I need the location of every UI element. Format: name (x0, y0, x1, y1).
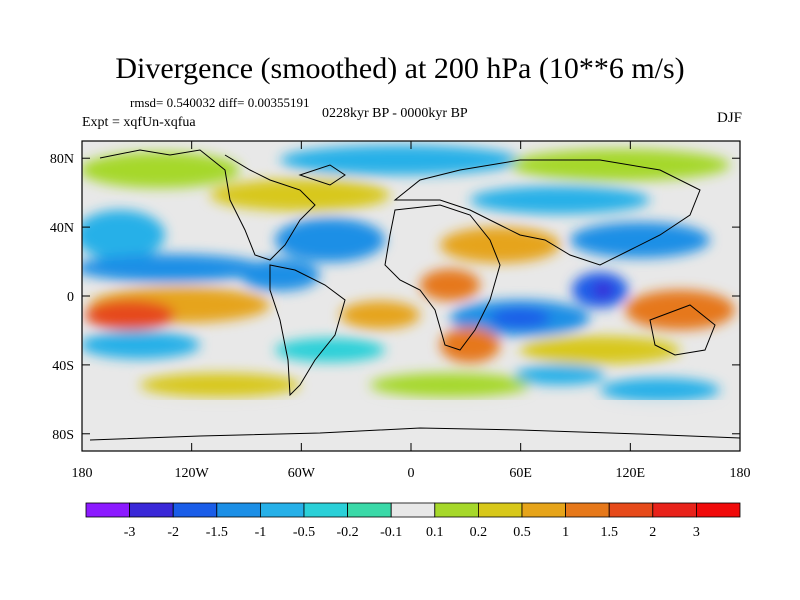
colorbar-swatch (652, 502, 697, 518)
colorbar-swatch (521, 502, 566, 518)
field-blob (593, 282, 613, 298)
y-tick-label: 80S (52, 428, 74, 443)
field-blob (82, 152, 240, 188)
field-blob (515, 365, 605, 385)
field-blob (600, 378, 720, 402)
colorbar-swatch (303, 502, 348, 518)
colorbar-swatch (172, 502, 218, 518)
map-area (81, 140, 741, 452)
divergence-field (82, 145, 740, 451)
y-tick-label: 40N (50, 221, 74, 236)
colorbar-label: -1.5 (206, 525, 228, 540)
x-tick-label: 0 (408, 466, 415, 481)
colorbar-label: 2 (649, 525, 656, 540)
colorbar-label: 0.1 (426, 525, 444, 540)
stats-label: rmsd= 0.540032 diff= 0.00355191 (130, 95, 310, 110)
x-tick-label: 60W (288, 466, 316, 481)
axes: 180 120W 60W 0 60E 120E 180 80N 40N 0 40S 80S (50, 141, 751, 481)
colorbar-label: 3 (693, 525, 700, 540)
period-label: 0228kyr BP - 0000kyr BP (322, 106, 468, 121)
chart-title: Divergence (smoothed) at 200 hPa (10**6 … (115, 52, 685, 85)
field-blob (570, 222, 710, 258)
field-blob (210, 179, 390, 211)
x-tick-label: 120W (175, 466, 210, 481)
colorbar-swatch (477, 502, 523, 518)
greenland-coast (298, 164, 346, 186)
y-tick-label: 40S (52, 359, 74, 374)
colorbar-swatch (259, 502, 305, 518)
field-blob (625, 290, 735, 330)
colorbar-label: -3 (124, 525, 136, 540)
colorbar-swatch (85, 502, 130, 518)
field-blob (440, 227, 560, 263)
experiment-label: Expt = xqfUn-xqfua (82, 115, 196, 130)
field-blob (240, 259, 320, 291)
polar-band (82, 400, 740, 451)
field-blob (280, 145, 520, 175)
colorbar-swatch (565, 502, 610, 518)
colorbar-swatch (608, 502, 654, 518)
field-blob (370, 373, 530, 397)
x-tick-label: 120E (616, 466, 646, 481)
colorbar-swatch (390, 502, 436, 518)
colorbar-label: -0.2 (337, 525, 359, 540)
y-tick-label: 0 (67, 290, 74, 305)
colorbar-label: -0.5 (293, 525, 315, 540)
field-blob (85, 300, 175, 330)
field-blob (82, 331, 200, 359)
x-tick-label: 180 (72, 466, 93, 481)
south-america-coast (269, 264, 346, 397)
field-blob (470, 186, 650, 214)
colorbar: -3 -2 -1.5 -1 -0.5 -0.2 -0.1 0.1 0.2 0.5 1 1.5 2 3 (85, 502, 741, 540)
australia-coast (649, 304, 716, 356)
colorbar-swatch (129, 502, 174, 518)
colorbar-swatch (216, 502, 261, 518)
x-tick-label: 60E (509, 466, 532, 481)
colorbar-label: 1.5 (600, 525, 618, 540)
field-blob (340, 301, 420, 329)
colorbar-label: -0.1 (380, 525, 402, 540)
field-blob (510, 149, 730, 181)
field-blob (490, 308, 550, 328)
colorbar-label: -1 (255, 525, 267, 540)
colorbar-label: 0.2 (470, 525, 488, 540)
field-blob (440, 327, 500, 363)
field-blob (275, 218, 385, 262)
colorbar-label: -2 (167, 525, 179, 540)
antarctica-coast (89, 427, 740, 441)
field-blob (82, 254, 265, 282)
field-blob (275, 338, 385, 362)
north-america-coast (99, 149, 316, 261)
season-label: DJF (716, 110, 742, 126)
field-blob (140, 373, 300, 397)
colorbar-swatch (434, 502, 479, 518)
colorbar-swatch (696, 502, 741, 518)
coastlines (89, 149, 740, 441)
colorbar-label: 1 (562, 525, 569, 540)
x-tick-label: 180 (730, 466, 751, 481)
colorbar-swatch (347, 502, 392, 518)
y-tick-label: 80N (50, 152, 74, 167)
field-blob (520, 336, 680, 364)
colorbar-label: 0.5 (513, 525, 531, 540)
africa-coast (384, 204, 501, 351)
field-blob (420, 269, 480, 301)
field-blob (82, 210, 165, 260)
eurasia-coast (393, 159, 701, 266)
